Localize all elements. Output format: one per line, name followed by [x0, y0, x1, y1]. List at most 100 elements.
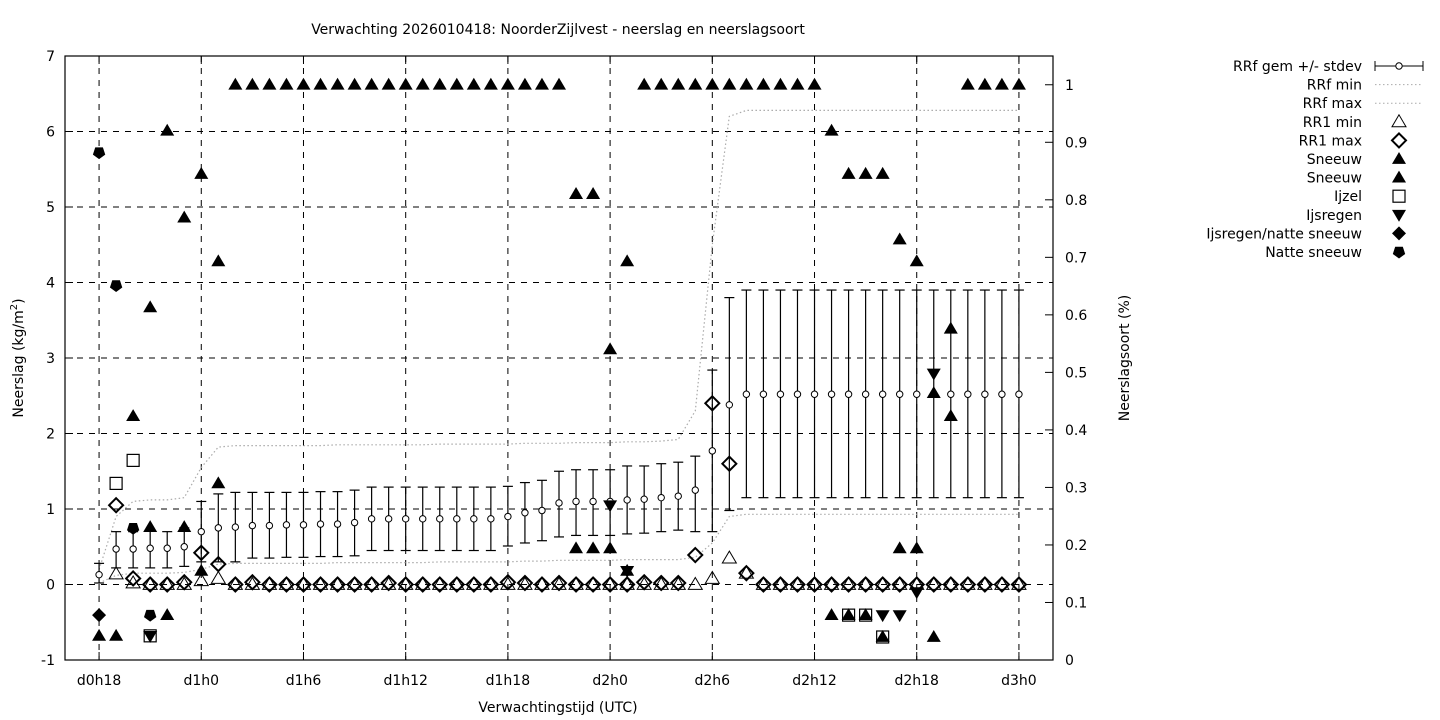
data-marks [92, 77, 1028, 644]
rr1-min-point [994, 576, 1010, 590]
precip-type-point-sneeuw [381, 77, 396, 90]
legend-marker-diamond-filled [1392, 226, 1406, 241]
precip-type-point-sneeuw [875, 166, 890, 179]
y-tick-label: 4 [46, 276, 55, 292]
precip-type-point-sneeuw [517, 77, 532, 90]
rrf-mean-point [146, 544, 154, 552]
rr1-max-point [295, 576, 312, 593]
rr1-min-point [517, 576, 533, 590]
rr1-min-point [959, 576, 976, 590]
rr1-max-point [720, 455, 738, 473]
precip-type-point-sneeuw [858, 166, 873, 179]
rr1-max-point [635, 573, 653, 591]
rr1-max-point [482, 576, 500, 593]
y-tick-label: 3 [46, 351, 55, 367]
precip-type-point-sneeuw [194, 563, 209, 576]
precip-type-point-sneeuw [705, 77, 720, 90]
precip-type-point-sneeuw [211, 254, 226, 267]
x-tick-label: d2h18 [894, 673, 938, 689]
y2-axis-label: Neerslagsoort (%) [1117, 295, 1133, 421]
legend-marker-triangle-filled [1392, 170, 1406, 183]
precip-type-point-sneeuw [824, 123, 839, 136]
rr1-min-point [142, 576, 159, 590]
rr1-max-point [209, 555, 227, 573]
rrf-mean-point [265, 521, 274, 530]
y-tick-label: 6 [46, 125, 55, 141]
precip-type-point-sneeuw [977, 77, 992, 90]
rr1-min-point [363, 576, 380, 590]
precip-type-point-natte-sneeuw [92, 147, 106, 160]
precip-type-point-ijsregen [926, 368, 941, 381]
precip-type-point-sneeuw [92, 628, 107, 641]
rr1-max-point [772, 576, 789, 593]
y2-tick-label: 0.8 [1065, 193, 1087, 209]
rr1-max-point [618, 576, 636, 593]
rrf-mean-point [316, 520, 325, 528]
rr1-max-point [840, 576, 858, 593]
rr1-max-point [260, 576, 278, 593]
precip-type-point-sneeuw [296, 77, 311, 90]
precip-type-point-sneeuw [143, 300, 158, 313]
rrf-mean-point [861, 390, 870, 398]
y2-tick-label: 1 [1065, 78, 1074, 94]
rr1-min-point [602, 576, 618, 590]
rrf-mean-point [521, 509, 529, 517]
precip-type-point-sneeuw [637, 77, 652, 90]
rrf-mean-point [555, 499, 563, 507]
rrf-mean-point [725, 401, 734, 409]
rr1-min-point [891, 576, 908, 590]
y-axis-label-base: Neerslag (kg/m [11, 310, 27, 417]
rr1-max-point [329, 576, 346, 593]
precip-type-point-sneeuw [926, 629, 941, 642]
rr1-max-point [516, 574, 534, 592]
rr1-min-point [431, 576, 448, 590]
rrf-mean-point [759, 390, 768, 398]
legend-marker-square-open [1392, 189, 1406, 203]
rr1-max-point [141, 576, 159, 593]
rr1-min-point [925, 576, 942, 590]
rrf-mean-point [299, 521, 308, 529]
rr1-min-point [789, 576, 806, 590]
precip-type-point-natte-sneeuw [126, 523, 140, 535]
precip-type-point-sneeuw [160, 123, 175, 136]
y2-tick-label: 0.5 [1065, 365, 1087, 381]
y-tick-label: -1 [41, 653, 55, 669]
rrf-mean-point [998, 390, 1006, 398]
precip-type-point-ijsregen [892, 610, 907, 623]
legend-entry: Ijsregen [1306, 208, 1406, 224]
precip-type-point-sneeuw [534, 77, 549, 90]
legend-circle-marker [1395, 62, 1403, 70]
rrf-mean-point [350, 518, 359, 527]
precip-type-point-sneeuw [875, 629, 890, 642]
rrf-mean-point [401, 515, 410, 523]
rrf-mean-point [776, 390, 785, 398]
rrf-mean-point [691, 486, 699, 494]
rr1-max-point [789, 576, 806, 593]
rr1-min-point [278, 576, 295, 590]
rrf-mean-point [487, 515, 495, 523]
rr1-max-point [652, 574, 670, 592]
rr1-min-point [534, 576, 550, 590]
precip-type-point-sneeuw [398, 77, 413, 90]
rr1-min-point [755, 576, 772, 590]
rr1-max-point [448, 576, 466, 593]
precip-type-point-sneeuw [858, 608, 873, 621]
precip-type-point-sneeuw [943, 409, 958, 421]
precip-type-point-sneeuw [552, 77, 566, 90]
rrf-mean-point [197, 527, 205, 536]
y-tick-label: 5 [46, 200, 55, 216]
legend-label: RRf gem +/- stdev [1233, 59, 1362, 75]
rr1-max-point [669, 574, 687, 592]
rrf-mean-point [163, 544, 171, 552]
rr1-min-point [840, 576, 857, 590]
rr1-min-point [380, 576, 397, 590]
legend-label: Ijsregen/natte sneeuw [1206, 226, 1362, 242]
rr1-max-point [874, 576, 892, 593]
y2-tick-label: 0.3 [1065, 480, 1087, 496]
precip-type-point-ijsregen [875, 610, 890, 623]
rrf-mean-point [282, 521, 291, 529]
rrf-mean-point [623, 496, 631, 504]
precip-type-point-sneeuw [279, 77, 294, 90]
legend-entry: Ijsregen/natte sneeuw [1206, 226, 1406, 242]
